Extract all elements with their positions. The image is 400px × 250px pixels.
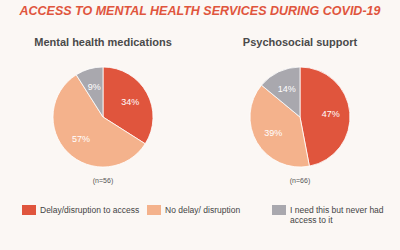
chart-title: Psychosocial support — [243, 36, 358, 48]
legend-label-line: I need this but never had — [290, 205, 384, 215]
title: ACCESS TO MENTAL HEALTH SERVICES DURING … — [19, 4, 381, 18]
slice — [53, 75, 145, 167]
pie-chart: Mental health medications 34% 57% 9% (n=56) — [34, 36, 172, 185]
data-label: 39% — [264, 128, 282, 138]
chart-title: Mental health medications — [34, 36, 172, 48]
data-label: 47% — [322, 109, 340, 119]
legend: Delay/disruption to access No delay/ disr… — [22, 205, 384, 225]
slice — [261, 67, 300, 117]
data-labels: 34% 57% 9% — [72, 82, 139, 144]
legend-label-line: access to it — [290, 215, 333, 225]
legend-swatch — [22, 205, 36, 215]
legend-swatch — [147, 205, 161, 215]
slices — [53, 67, 153, 167]
data-label: 34% — [121, 97, 139, 107]
data-label: 9% — [88, 82, 101, 92]
legend-label-line: No delay/ disruption — [165, 205, 240, 215]
data-label: 57% — [72, 134, 90, 144]
pie-chart: Psychosocial support 47% 39% 14% (n=66) — [243, 36, 358, 185]
data-labels: 47% 39% 14% — [264, 84, 340, 138]
data-label: 14% — [278, 84, 296, 94]
legend-swatch — [272, 205, 286, 215]
legend-label: I need this but never hadaccess to it — [290, 205, 384, 225]
slice — [300, 67, 350, 166]
legend-label: Delay/disruption to access — [40, 205, 139, 215]
annotation: (n=56) — [93, 177, 113, 185]
annotation: (n=66) — [290, 177, 310, 185]
chart: ACCESS TO MENTAL HEALTH SERVICES DURING … — [0, 0, 400, 250]
slices — [250, 67, 350, 167]
legend-label: No delay/ disruption — [165, 205, 240, 215]
legend-label-line: Delay/disruption to access — [40, 205, 139, 215]
slice — [76, 67, 103, 117]
